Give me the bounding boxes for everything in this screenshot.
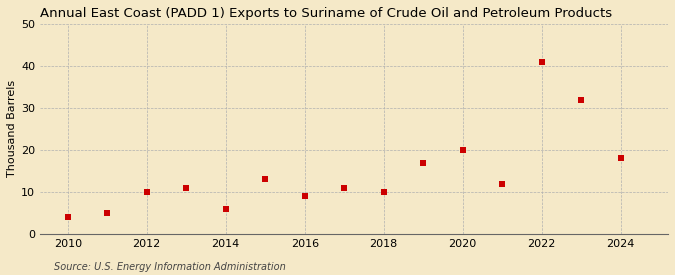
Point [457,148,468,152]
Point [141,190,152,194]
Point [260,177,271,182]
Point [576,97,587,102]
Point [615,156,626,161]
Point [220,207,231,211]
Point [181,186,192,190]
Point [102,211,113,215]
Text: Source: U.S. Energy Information Administration: Source: U.S. Energy Information Administ… [54,262,286,272]
Y-axis label: Thousand Barrels: Thousand Barrels [7,80,17,177]
Point [536,59,547,64]
Text: Annual East Coast (PADD 1) Exports to Suriname of Crude Oil and Petroleum Produc: Annual East Coast (PADD 1) Exports to Su… [40,7,612,20]
Point [497,181,508,186]
Point [339,186,350,190]
Point [378,190,389,194]
Point [299,194,310,198]
Point [418,160,429,165]
Point [62,215,73,219]
